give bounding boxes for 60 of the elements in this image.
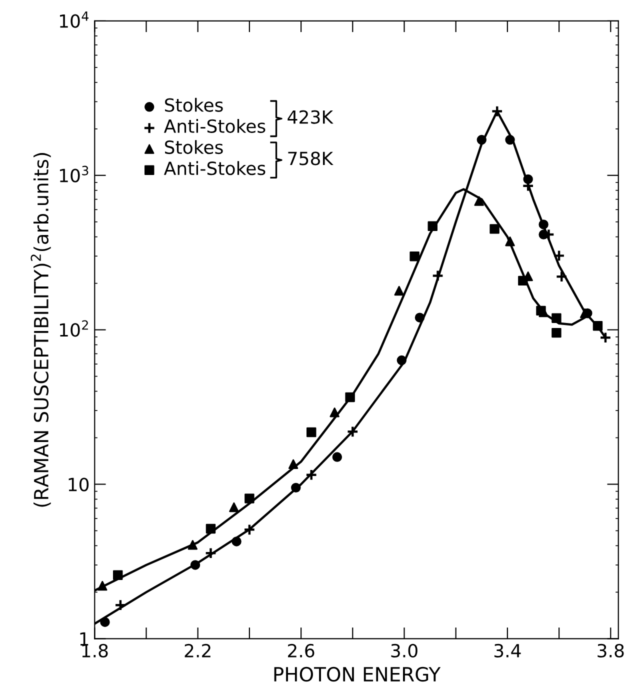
point [552,328,562,338]
annotation: 423K [288,110,334,124]
point [414,312,425,322]
point [592,321,603,331]
point [330,408,340,418]
point [580,308,590,318]
point [505,236,515,246]
point [190,560,200,570]
point [396,355,407,366]
x-axis-title: PHOTON ENERGY [274,666,441,682]
point [306,427,316,438]
point [538,220,548,230]
point [474,196,484,206]
x-tick-label: 2.6 [288,644,314,658]
point [432,270,444,282]
point [490,224,500,234]
point [229,502,239,512]
point [100,617,110,627]
point [552,313,562,323]
point [98,580,108,591]
point [518,276,528,286]
x-tick-label: 2.2 [184,644,210,658]
point [232,536,242,546]
point [204,547,217,560]
point [113,570,123,580]
legend-label: Stokes [165,98,223,112]
point [505,134,515,145]
point [291,482,301,493]
y-tick-label: 10$^{4}$ [60,12,88,28]
point [491,105,504,118]
point [345,392,355,402]
point [114,599,126,612]
point [288,459,298,469]
point [346,426,359,438]
point [305,468,318,481]
x-tick-label: 3.0 [391,644,418,658]
point [188,540,198,550]
point [523,174,533,184]
point [206,524,216,534]
point [553,250,566,262]
x-tick-label: 3.4 [494,644,521,658]
y-axis-title: (RAMAN SUSCEPTIBILITY)$^{2}$(arb.units) [30,152,51,507]
point [332,452,342,462]
point [556,270,568,283]
y-tick-label: 10$^{2}$ [60,320,88,337]
point [476,134,487,145]
legend-label: Anti-Stokes [164,119,266,133]
point [243,524,256,536]
y-tick-label: 10$^{3}$ [60,166,88,182]
legend-label: Stokes [165,140,223,154]
y-tick-label: 10 [68,478,89,492]
point [410,251,420,262]
annotation: 758K [288,152,334,166]
point [428,221,438,232]
point [394,286,404,296]
point [599,332,612,344]
point [244,494,254,504]
x-tick-label: 3.8 [598,644,624,658]
legend-label: Anti-Stokes [164,161,266,176]
point [536,306,546,316]
